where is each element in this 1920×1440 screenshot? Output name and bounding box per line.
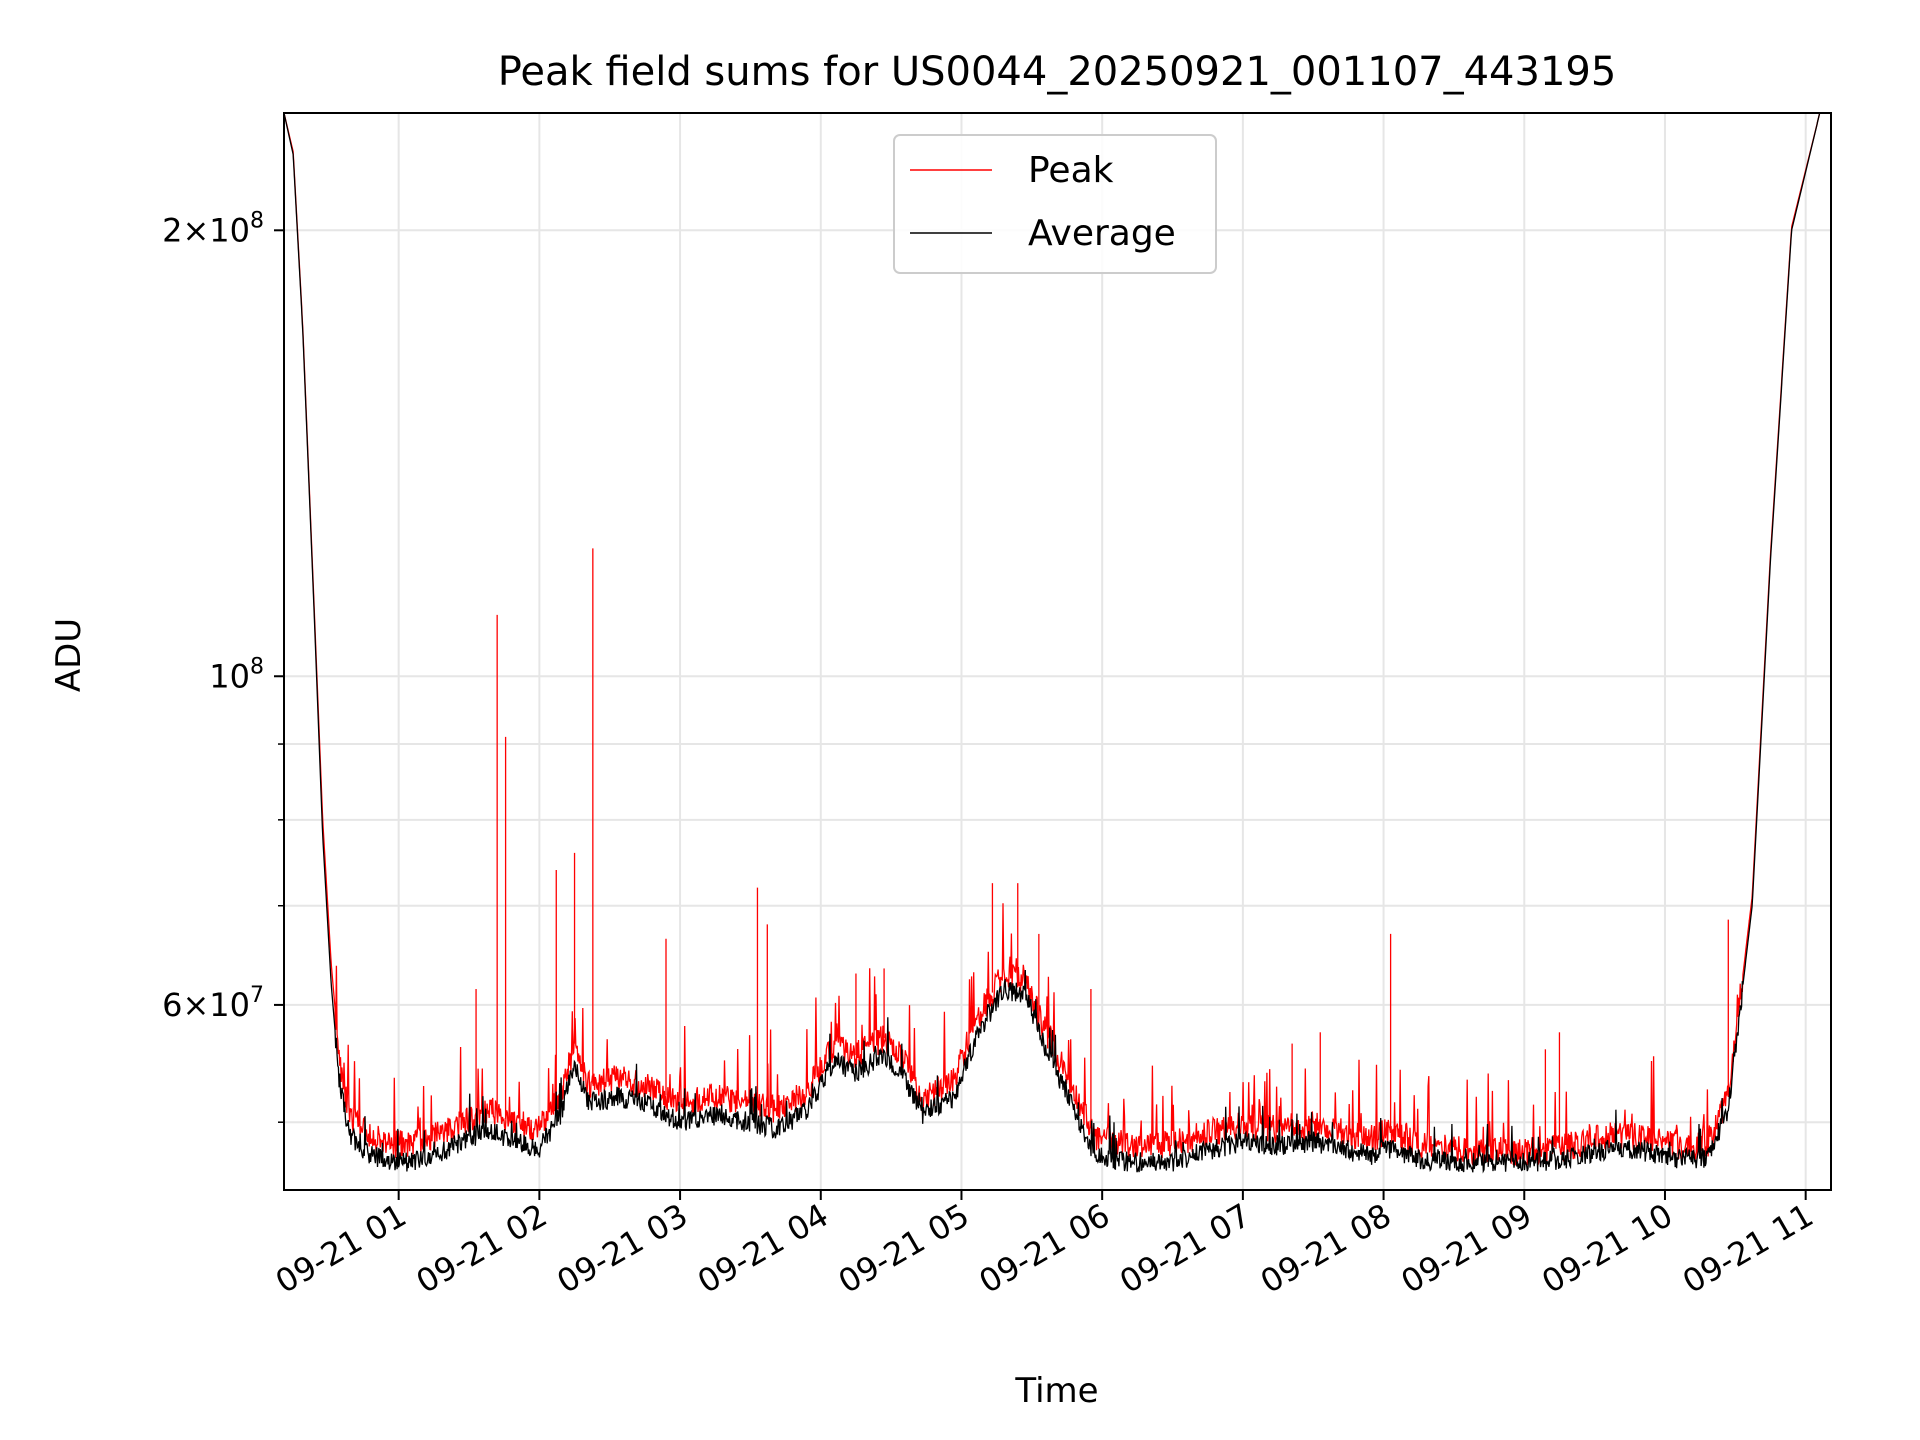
legend: Peak Average	[893, 134, 1217, 274]
y-tick-label: 2×108	[162, 208, 264, 249]
y-axis-label: ADU	[49, 618, 89, 692]
legend-label-peak: Peak	[1028, 150, 1114, 191]
chart-title: Peak field sums for US0044_20250921_0011…	[498, 49, 1617, 95]
series-layer	[283, 112, 1821, 1174]
series-line-average	[283, 112, 1821, 1174]
y-tick-label: 108	[209, 654, 264, 695]
y-axis: 6×107 108 2×108	[162, 208, 284, 1123]
plot-frame	[283, 112, 1832, 1191]
y-tick-label: 6×107	[162, 983, 264, 1024]
x-axis-label: Time	[1014, 1371, 1098, 1411]
legend-label-average: Average	[1028, 213, 1176, 254]
